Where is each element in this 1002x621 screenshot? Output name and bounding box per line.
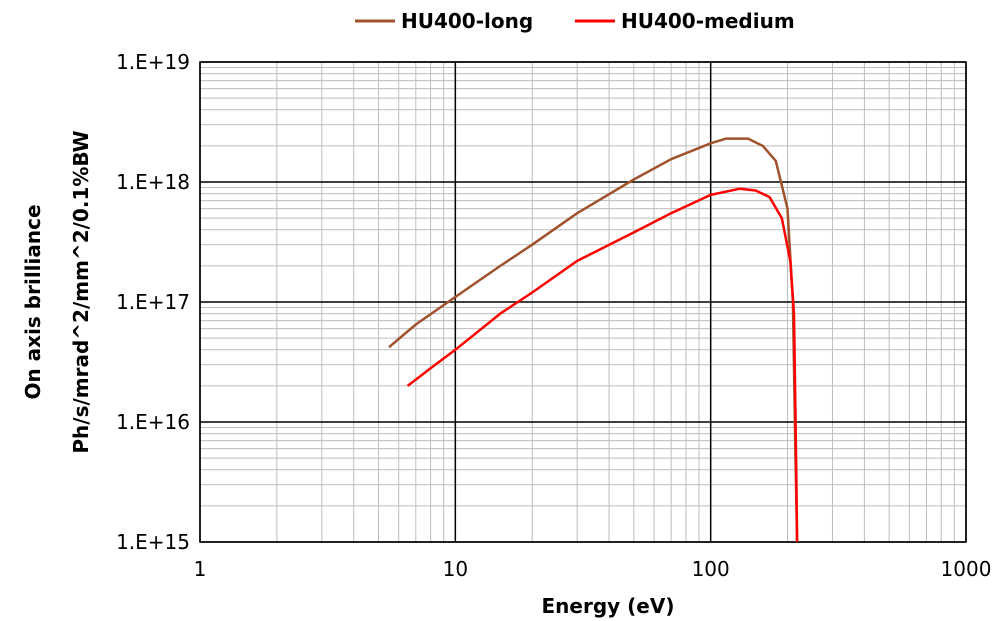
series-layer bbox=[388, 137, 799, 543]
y-axis-units: Ph/s/mrad^2/mm^2/0.1%BW bbox=[69, 130, 93, 453]
x-tick-label: 1 bbox=[194, 557, 207, 581]
y-tick-label: 1.E+16 bbox=[116, 410, 190, 434]
legend-label: HU400-long bbox=[401, 9, 533, 33]
plot-frame bbox=[199, 61, 967, 543]
legend-label: HU400-medium bbox=[621, 9, 795, 33]
tick-labels: 1 10 100 1000 1.E+15 1.E+16 1.E+17 1.E+18 1.E+19 bbox=[116, 50, 991, 581]
y-axis-title: On axis brilliance bbox=[21, 204, 45, 399]
x-tick-label: 10 bbox=[443, 557, 468, 581]
y-tick-label: 1.E+17 bbox=[116, 290, 190, 314]
y-tick-label: 1.E+19 bbox=[116, 50, 190, 74]
x-tick-label: 100 bbox=[692, 557, 730, 581]
x-tick-label: 1000 bbox=[941, 557, 992, 581]
series-line-hu400-long bbox=[388, 137, 799, 543]
x-axis-title: Energy (eV) bbox=[542, 594, 675, 618]
y-tick-label: 1.E+18 bbox=[116, 170, 190, 194]
y-tick-label: 1.E+15 bbox=[116, 530, 190, 554]
legend: HU400-long HU400-medium bbox=[355, 9, 795, 33]
series-line-hu400-medium bbox=[406, 187, 799, 543]
